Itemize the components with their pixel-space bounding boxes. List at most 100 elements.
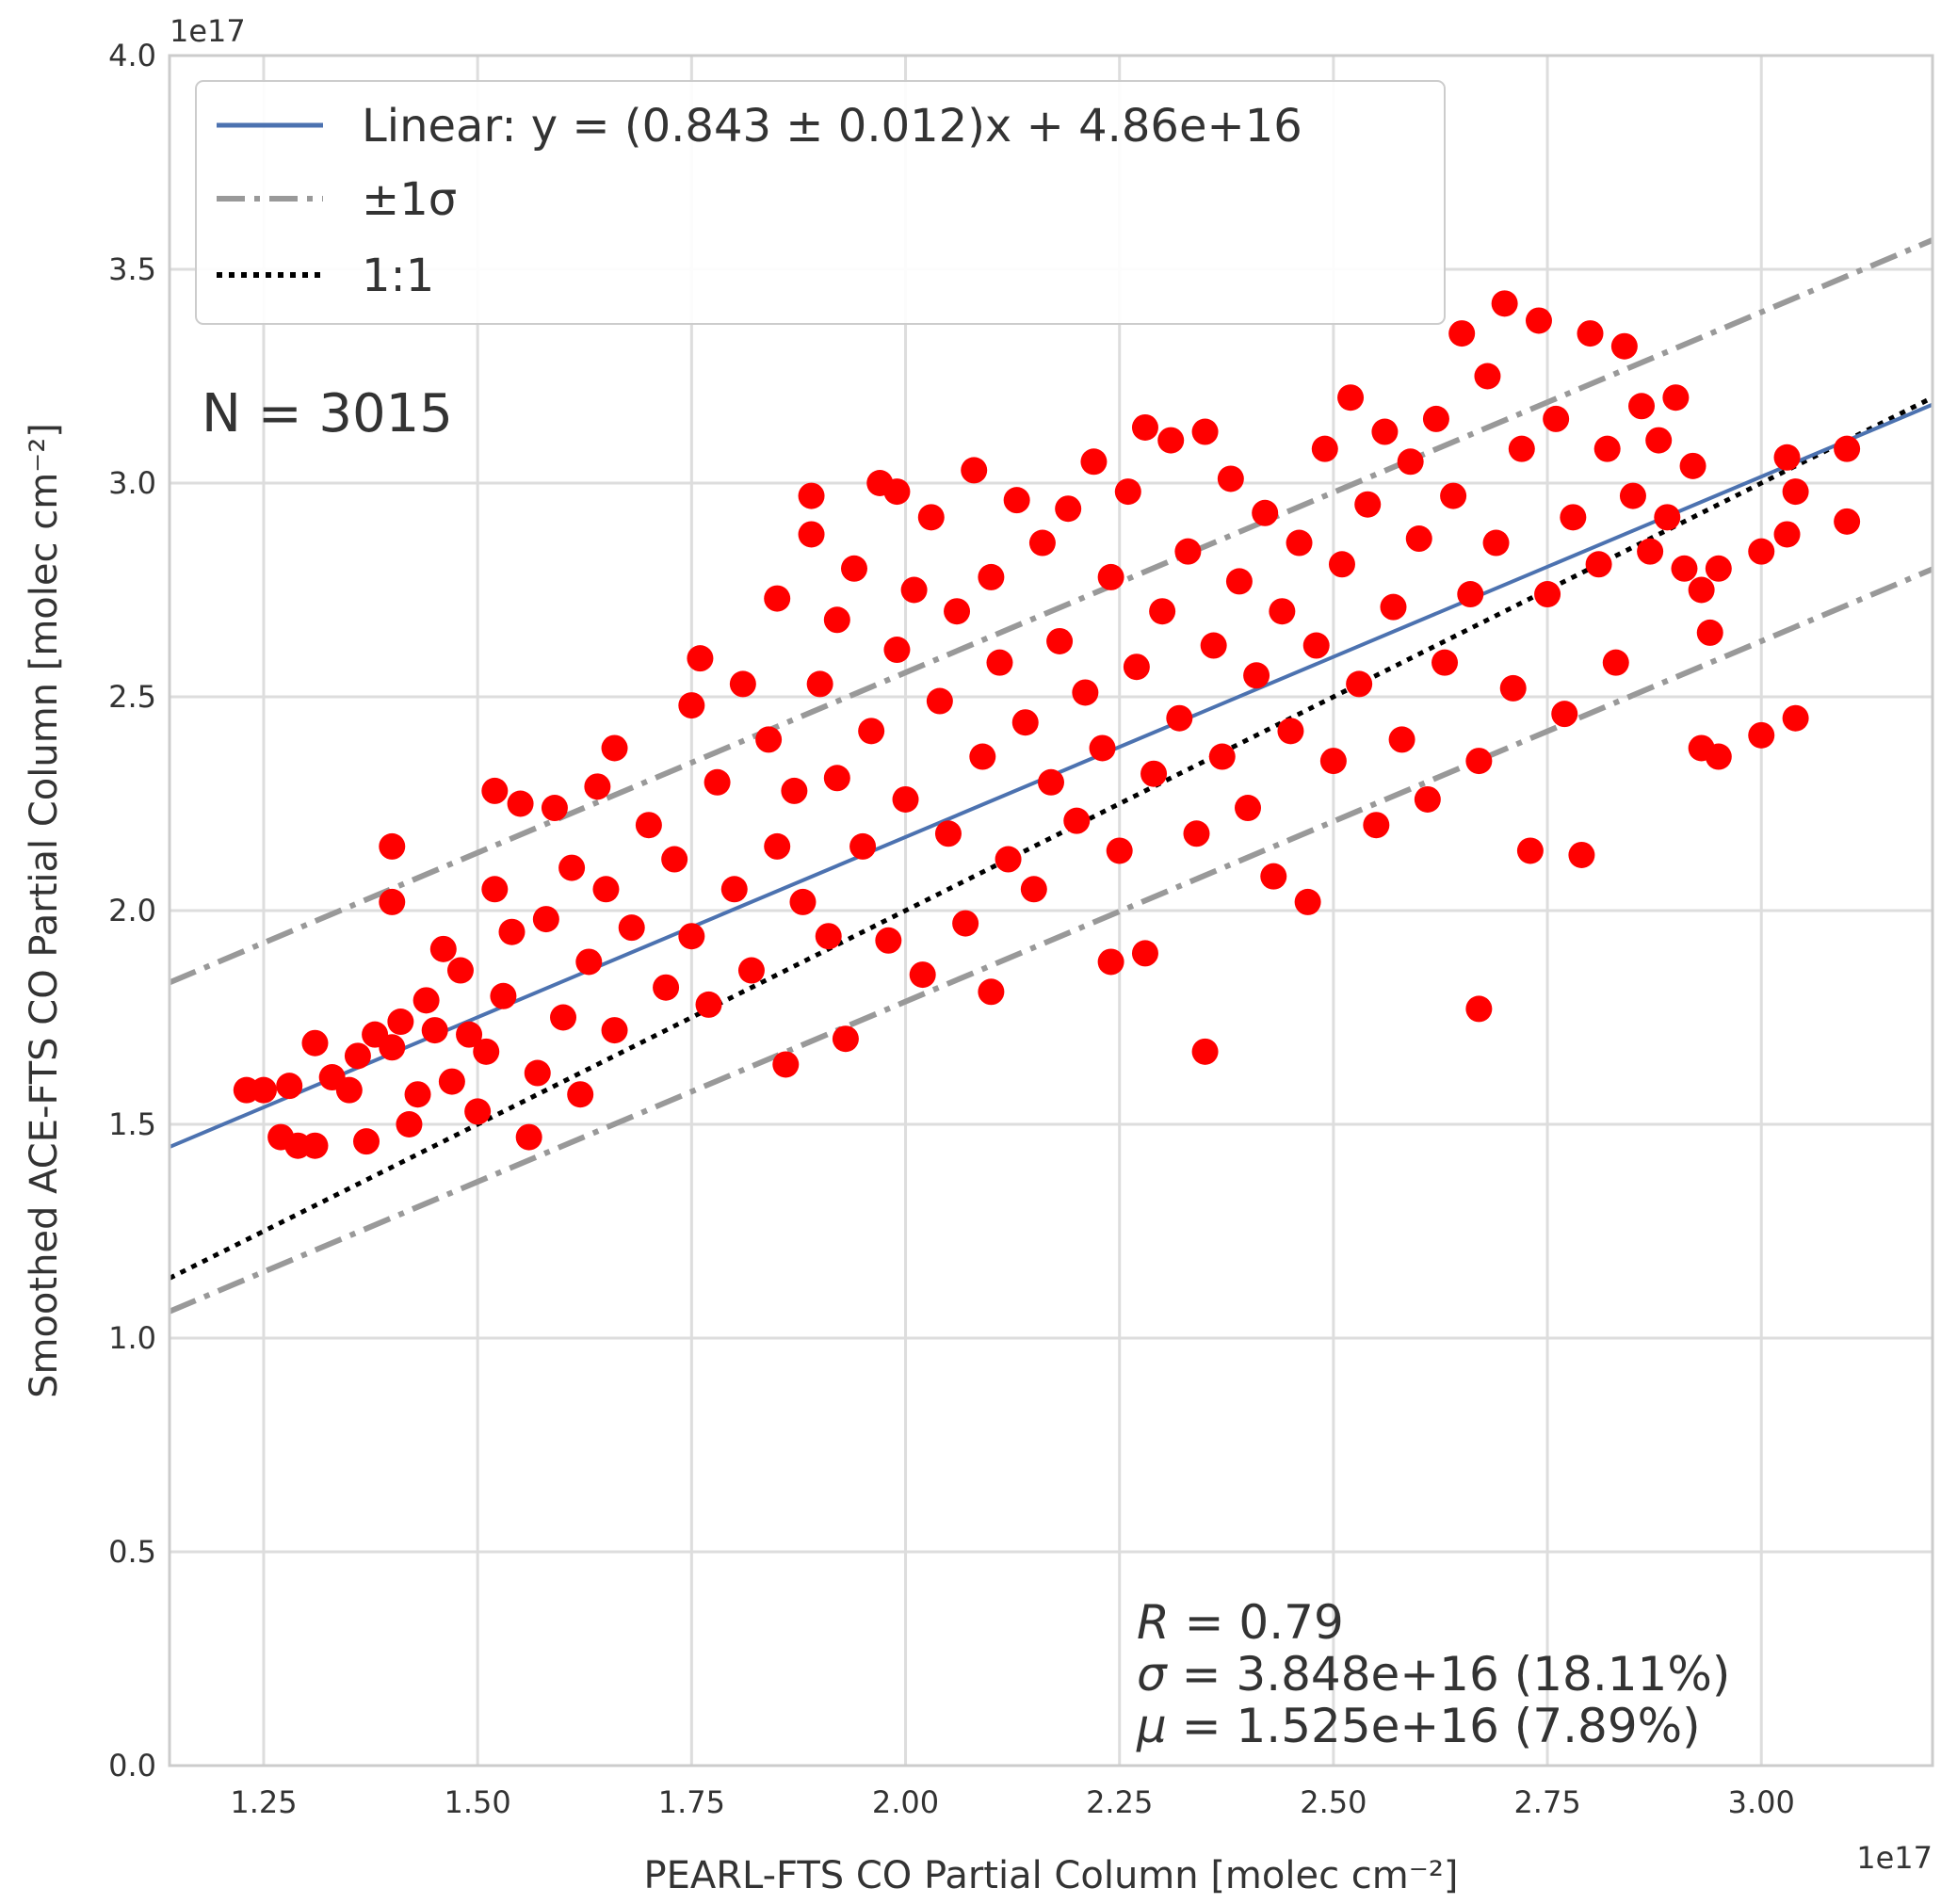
data-point <box>507 790 534 817</box>
one-to-one-line <box>168 395 1934 1281</box>
stats-annotation: R = 0.79 σ = 3.848e+16 (18.11%) μ = 1.52… <box>1136 1595 1730 1753</box>
data-point <box>798 482 825 509</box>
data-point <box>1568 841 1595 868</box>
x-tick-label: 2.50 <box>1300 1784 1367 1820</box>
data-point <box>1465 748 1493 775</box>
data-point <box>934 820 962 847</box>
data-point <box>1628 393 1656 420</box>
data-point <box>1482 529 1510 557</box>
data-point <box>1038 768 1064 796</box>
data-point <box>1516 837 1544 864</box>
x-tick-label: 1.50 <box>445 1784 511 1820</box>
data-point <box>1089 734 1116 762</box>
data-point <box>592 876 620 903</box>
data-point <box>429 935 457 962</box>
data-point <box>1011 709 1039 736</box>
data-point <box>1551 701 1578 728</box>
data-point <box>481 876 509 903</box>
data-point <box>1286 529 1313 557</box>
x-tick-label: 1.25 <box>230 1784 297 1820</box>
data-point <box>1260 863 1287 890</box>
data-point <box>353 1128 380 1155</box>
data-point <box>678 923 705 950</box>
data-point <box>1166 704 1193 732</box>
data-point <box>524 1059 551 1087</box>
data-point <box>961 457 988 484</box>
data-point <box>704 768 731 796</box>
data-point <box>789 888 817 915</box>
data-point <box>1243 662 1270 689</box>
data-point <box>1046 627 1074 654</box>
data-point <box>1080 448 1108 476</box>
data-point <box>1200 632 1227 659</box>
data-point <box>481 777 509 804</box>
data-point <box>883 637 911 664</box>
data-point <box>832 1025 859 1053</box>
x-tick-label: 3.00 <box>1728 1784 1795 1820</box>
y-tick-label: 2.5 <box>108 679 156 715</box>
legend: Linear: y = (0.843 ± 0.012)x + 4.86e+16 … <box>195 80 1446 325</box>
data-point <box>1311 435 1338 462</box>
data-point <box>515 1123 542 1151</box>
data-point <box>978 978 1005 1006</box>
data-point <box>729 670 756 698</box>
legend-label-linear: Linear: y = (0.843 ± 0.012)x + 4.86e+16 <box>362 100 1302 153</box>
data-point <box>1354 491 1382 518</box>
data-point <box>986 649 1013 676</box>
data-point <box>653 974 680 1001</box>
data-point <box>909 961 936 989</box>
data-point <box>1834 508 1861 535</box>
y-tick-label: 1.0 <box>108 1320 156 1356</box>
data-point <box>1705 743 1732 770</box>
data-point <box>1543 405 1570 432</box>
data-point <box>661 846 688 873</box>
data-point <box>1003 487 1030 514</box>
data-point <box>601 1017 628 1044</box>
data-point <box>1534 581 1561 608</box>
data-point <box>815 923 842 950</box>
data-point <box>446 957 474 984</box>
stat-r: R = 0.79 <box>1137 1595 1344 1650</box>
data-point <box>1269 598 1296 625</box>
data-point <box>1610 332 1638 360</box>
data-point <box>858 718 885 745</box>
data-point <box>1619 482 1646 509</box>
data-point <box>335 1076 363 1104</box>
stat-mu: μ = 1.525e+16 (7.89%) <box>1136 1699 1701 1753</box>
legend-box <box>195 80 1446 325</box>
data-point <box>1525 307 1552 334</box>
data-point <box>1106 837 1133 864</box>
data-point <box>1577 320 1604 347</box>
data-point <box>1302 632 1330 659</box>
data-point <box>1380 593 1407 621</box>
data-point <box>1474 363 1501 390</box>
x-offset-label: 1e17 <box>1856 1840 1933 1876</box>
data-point <box>1072 679 1099 706</box>
data-point <box>301 1132 329 1159</box>
data-point <box>849 832 877 860</box>
data-point <box>550 1004 577 1031</box>
legend-label-one-to-one: 1:1 <box>362 250 434 302</box>
data-point <box>1277 718 1304 745</box>
data-point <box>1654 504 1681 531</box>
data-point <box>755 726 783 753</box>
data-point <box>995 846 1022 873</box>
data-point <box>764 585 791 612</box>
data-point <box>1123 653 1150 681</box>
data-point <box>379 832 406 860</box>
data-point <box>1782 704 1809 732</box>
data-point <box>1131 413 1158 441</box>
data-point <box>764 832 791 860</box>
x-tick-label: 2.75 <box>1513 1784 1580 1820</box>
data-point <box>1637 538 1664 565</box>
data-point <box>1191 418 1219 445</box>
data-point <box>1020 876 1047 903</box>
data-point <box>892 785 919 813</box>
data-point <box>969 743 996 770</box>
data-point <box>781 777 808 804</box>
data-point <box>1183 820 1210 847</box>
data-point <box>301 1029 329 1057</box>
data-point <box>498 918 526 945</box>
data-point <box>1294 888 1321 915</box>
data-point <box>1208 743 1236 770</box>
